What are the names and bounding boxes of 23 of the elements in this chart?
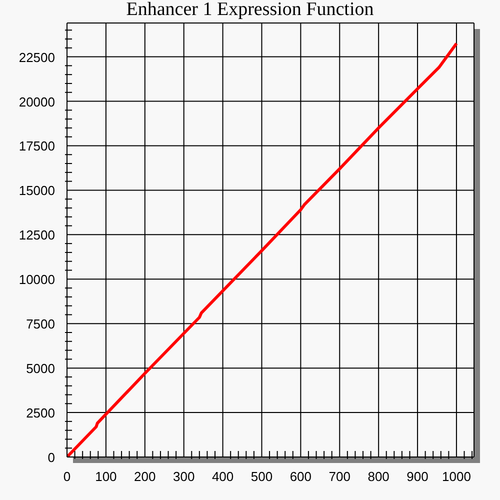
x-tick-label: 600	[290, 469, 312, 484]
x-tick-label: 100	[95, 469, 117, 484]
y-tick-label: 12500	[18, 228, 55, 243]
x-tick-label: 900	[406, 469, 428, 484]
x-tick-label: 800	[368, 469, 390, 484]
x-tick-label: 0	[63, 469, 71, 484]
x-tick-label: 300	[172, 469, 195, 484]
y-tick-label: 22500	[18, 50, 55, 65]
y-tick-label: 7500	[26, 316, 55, 332]
y-tick-label: 17500	[18, 138, 55, 154]
y-tick-label: 0	[48, 450, 55, 465]
line-series	[67, 42, 458, 457]
y-tick-label: 15000	[18, 183, 55, 198]
x-tick-label: 400	[212, 469, 234, 484]
x-tick-label: 700	[328, 469, 350, 484]
x-tick-label: 200	[134, 469, 156, 484]
chart-title: Enhancer 1 Expression Function	[125, 0, 375, 20]
x-tick-label: 500	[250, 469, 273, 484]
y-tick-label: 20000	[18, 94, 55, 110]
y-tick-label: 2500	[26, 406, 55, 421]
x-tick-label: 1000	[442, 469, 471, 484]
y-tick-label: 10000	[18, 272, 55, 288]
y-tick-label: 5000	[26, 361, 55, 376]
